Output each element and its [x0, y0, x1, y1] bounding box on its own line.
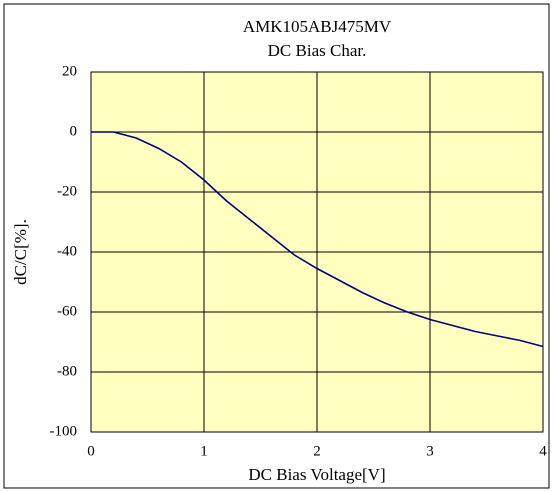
- y-axis-label: dC/C[%].: [11, 219, 30, 285]
- y-tick-label: -60: [57, 303, 77, 319]
- x-axis-label: DC Bias Voltage[V]: [248, 465, 385, 484]
- data-line: [91, 131, 544, 348]
- chart-title: AMK105ABJ475MV: [243, 17, 392, 36]
- y-tick-label: -20: [57, 183, 77, 199]
- y-tick-label: -40: [57, 243, 77, 259]
- y-tick-label: 20: [62, 63, 77, 79]
- x-tick-label: 3: [426, 443, 434, 459]
- y-tick-label: -100: [50, 423, 78, 439]
- y-tick-label: 0: [70, 123, 78, 139]
- chart-subtitle: DC Bias Char.: [268, 41, 367, 60]
- x-tick-label: 2: [313, 443, 321, 459]
- x-tick-label: 1: [200, 443, 208, 459]
- y-tick-label: -80: [57, 363, 77, 379]
- x-tick-label: 0: [87, 443, 95, 459]
- x-tick-label: 4: [539, 443, 547, 459]
